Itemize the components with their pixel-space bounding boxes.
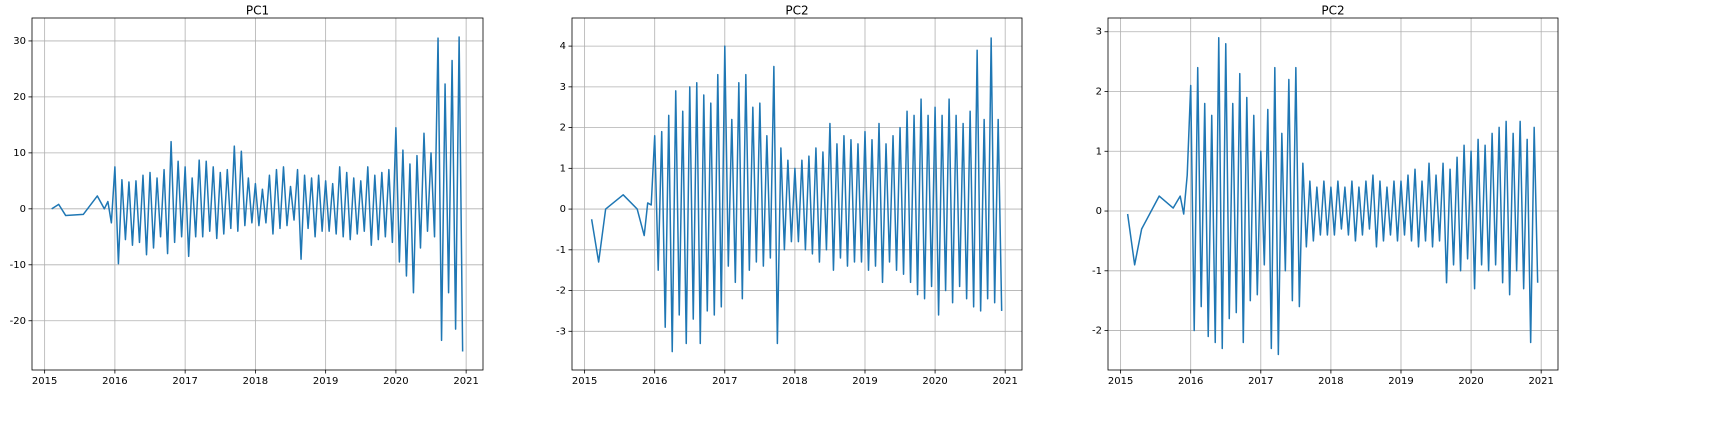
y-tick-label: 3 xyxy=(560,82,566,93)
subplot-title: PC2 xyxy=(1321,4,1344,18)
y-tick-label: -2 xyxy=(1092,326,1102,337)
y-tick-label: 30 xyxy=(13,36,26,47)
y-tick-label: -10 xyxy=(10,260,26,271)
x-tick-label: 2017 xyxy=(172,376,197,387)
data-line xyxy=(1126,36,1539,356)
x-tick-label: 2015 xyxy=(1108,376,1133,387)
x-tick-label: 2018 xyxy=(782,376,807,387)
y-tick-label: 2 xyxy=(560,123,566,134)
y-tick-label: 2 xyxy=(1096,87,1102,98)
axes-frame xyxy=(1107,17,1559,371)
y-tick-label: -2 xyxy=(556,286,566,297)
x-tick-label: 2016 xyxy=(642,376,667,387)
x-tick-label: 2019 xyxy=(313,376,338,387)
axes-frame xyxy=(31,17,484,371)
y-tick-label: 10 xyxy=(13,148,26,159)
x-tick-label: 2018 xyxy=(1318,376,1343,387)
x-tick-label: 2015 xyxy=(572,376,597,387)
y-tick-label: -1 xyxy=(1092,266,1102,277)
y-tick-label: -20 xyxy=(10,316,26,327)
y-tick-label: 3 xyxy=(1096,27,1102,38)
y-tick-label: -1 xyxy=(556,245,566,256)
x-tick-label: 2021 xyxy=(1528,376,1553,387)
x-tick-label: 2016 xyxy=(102,376,127,387)
x-tick-label: 2016 xyxy=(1178,376,1203,387)
x-tick-label: 2019 xyxy=(852,376,877,387)
x-tick-label: 2017 xyxy=(712,376,737,387)
y-tick-label: 0 xyxy=(1096,206,1102,217)
data-line xyxy=(590,37,1003,353)
data-line xyxy=(51,36,464,352)
x-tick-label: 2020 xyxy=(1458,376,1483,387)
subplot-title: PC2 xyxy=(785,4,808,18)
x-tick-label: 2017 xyxy=(1248,376,1273,387)
subplot: PC2 2015 2016 2017 2018 2019 2020 2021 -2 -1 0 1 2 3 xyxy=(1092,4,1559,387)
x-tick-label: 2019 xyxy=(1388,376,1413,387)
y-tick-label: 0 xyxy=(560,204,566,215)
y-tick-label: 1 xyxy=(1096,146,1102,157)
x-tick-label: 2018 xyxy=(243,376,268,387)
y-tick-label: 0 xyxy=(20,204,26,215)
subplot: PC1 2015 2016 2017 2018 2019 2020 2021 -20 -10 0 10… xyxy=(10,4,484,387)
subplot-title: PC1 xyxy=(246,4,269,18)
y-tick-label: 1 xyxy=(560,163,566,174)
subplot: PC2 2015 2016 2017 2018 2019 2020 2021 -3 -2 -1 0 1 2… xyxy=(556,4,1023,387)
x-tick-label: 2020 xyxy=(383,376,408,387)
axes-frame xyxy=(571,17,1023,371)
y-tick-label: 20 xyxy=(13,92,26,103)
x-tick-label: 2020 xyxy=(922,376,947,387)
x-tick-label: 2021 xyxy=(992,376,1017,387)
x-tick-label: 2015 xyxy=(32,376,57,387)
y-tick-label: 4 xyxy=(560,41,566,52)
x-tick-label: 2021 xyxy=(453,376,478,387)
y-tick-label: -3 xyxy=(556,326,566,337)
